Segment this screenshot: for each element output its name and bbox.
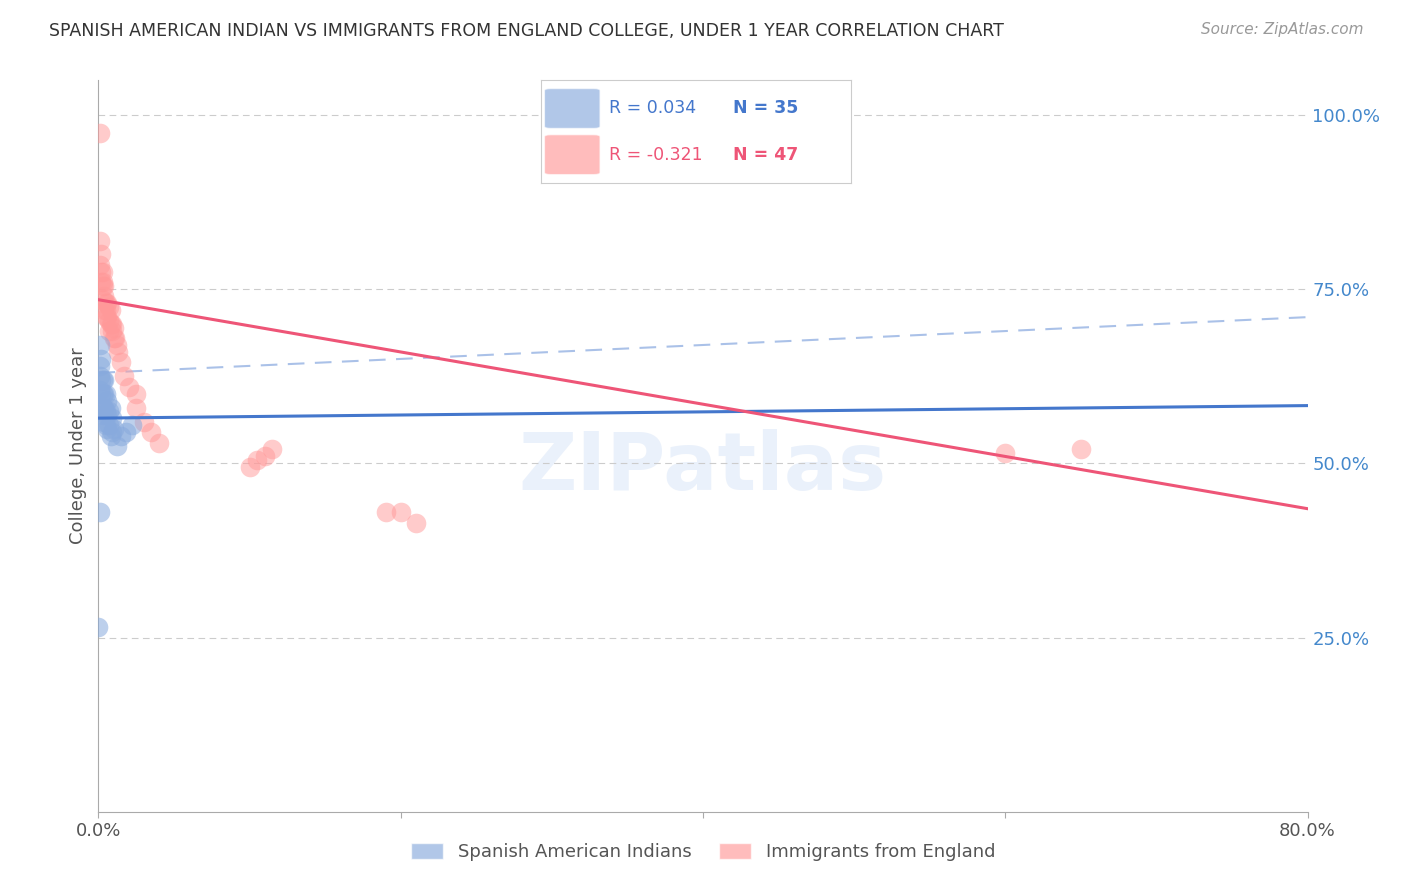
Point [114,425,136,439]
Point [90,373,112,387]
Point [101,317,124,331]
Text: R = -0.321: R = -0.321 [609,145,703,163]
Legend: Spanish American Indians, Immigrants from England: Spanish American Indians, Immigrants fro… [404,836,1002,869]
Point [96,296,118,310]
Point [90,401,112,415]
Point [89,369,111,384]
Point [96,393,118,408]
Point [374,505,396,519]
Point [405,516,427,530]
Point [262,442,284,457]
Point [90,351,112,366]
Point [148,435,170,450]
Point [101,425,124,439]
Point [100,428,122,442]
FancyBboxPatch shape [544,135,600,175]
Y-axis label: College, Under 1 year: College, Under 1 year [69,348,87,544]
Point [105,439,128,453]
Point [389,505,412,519]
Point [239,459,262,474]
Point [89,384,111,398]
Point [103,320,125,334]
Point [246,453,269,467]
Point [118,380,141,394]
Text: ZIPatlas: ZIPatlas [519,429,887,507]
FancyBboxPatch shape [544,88,600,128]
Point [90,386,112,401]
Text: N = 47: N = 47 [733,145,799,163]
Point [1070,442,1092,457]
Point [98,313,121,327]
Point [96,408,118,422]
Point [91,373,114,387]
Point [93,278,115,293]
Point [93,289,115,303]
Point [91,408,114,422]
Point [91,265,114,279]
Point [98,404,121,418]
Point [89,234,111,248]
Point [87,620,110,634]
Point [253,450,276,464]
Point [107,345,129,359]
Point [96,421,118,435]
Point [91,278,114,293]
Point [94,296,117,310]
Point [89,338,111,352]
Text: Source: ZipAtlas.com: Source: ZipAtlas.com [1201,22,1364,37]
Point [100,317,122,331]
Point [93,401,115,415]
Point [89,126,111,140]
Point [94,386,117,401]
Point [112,369,135,384]
Point [91,293,114,307]
Point [98,324,121,338]
Point [94,303,117,318]
Point [94,310,117,325]
Point [110,428,132,442]
Point [93,373,115,387]
Text: SPANISH AMERICAN INDIAN VS IMMIGRANTS FROM ENGLAND COLLEGE, UNDER 1 YEAR CORRELA: SPANISH AMERICAN INDIAN VS IMMIGRANTS FR… [49,22,1004,40]
Point [105,338,128,352]
Point [91,275,114,289]
Point [94,418,117,433]
Point [125,386,148,401]
Point [94,404,117,418]
Point [121,418,143,433]
Point [93,303,115,318]
Point [141,425,163,439]
Point [100,401,122,415]
Point [101,324,124,338]
Point [125,401,148,415]
Point [89,359,111,373]
Point [101,411,124,425]
Point [104,331,127,345]
Point [132,415,155,429]
Point [89,258,111,272]
Point [90,247,112,261]
Point [103,331,125,345]
Point [98,300,121,314]
Point [98,418,121,433]
Text: N = 35: N = 35 [733,100,799,118]
Point [89,505,111,519]
Point [91,386,114,401]
Point [93,415,115,429]
Point [90,275,112,289]
Point [91,401,114,415]
Point [100,303,122,318]
Point [994,446,1017,460]
Point [90,265,112,279]
Point [110,355,132,369]
Text: R = 0.034: R = 0.034 [609,100,696,118]
Point [96,310,118,325]
Point [103,421,125,435]
Point [93,386,115,401]
